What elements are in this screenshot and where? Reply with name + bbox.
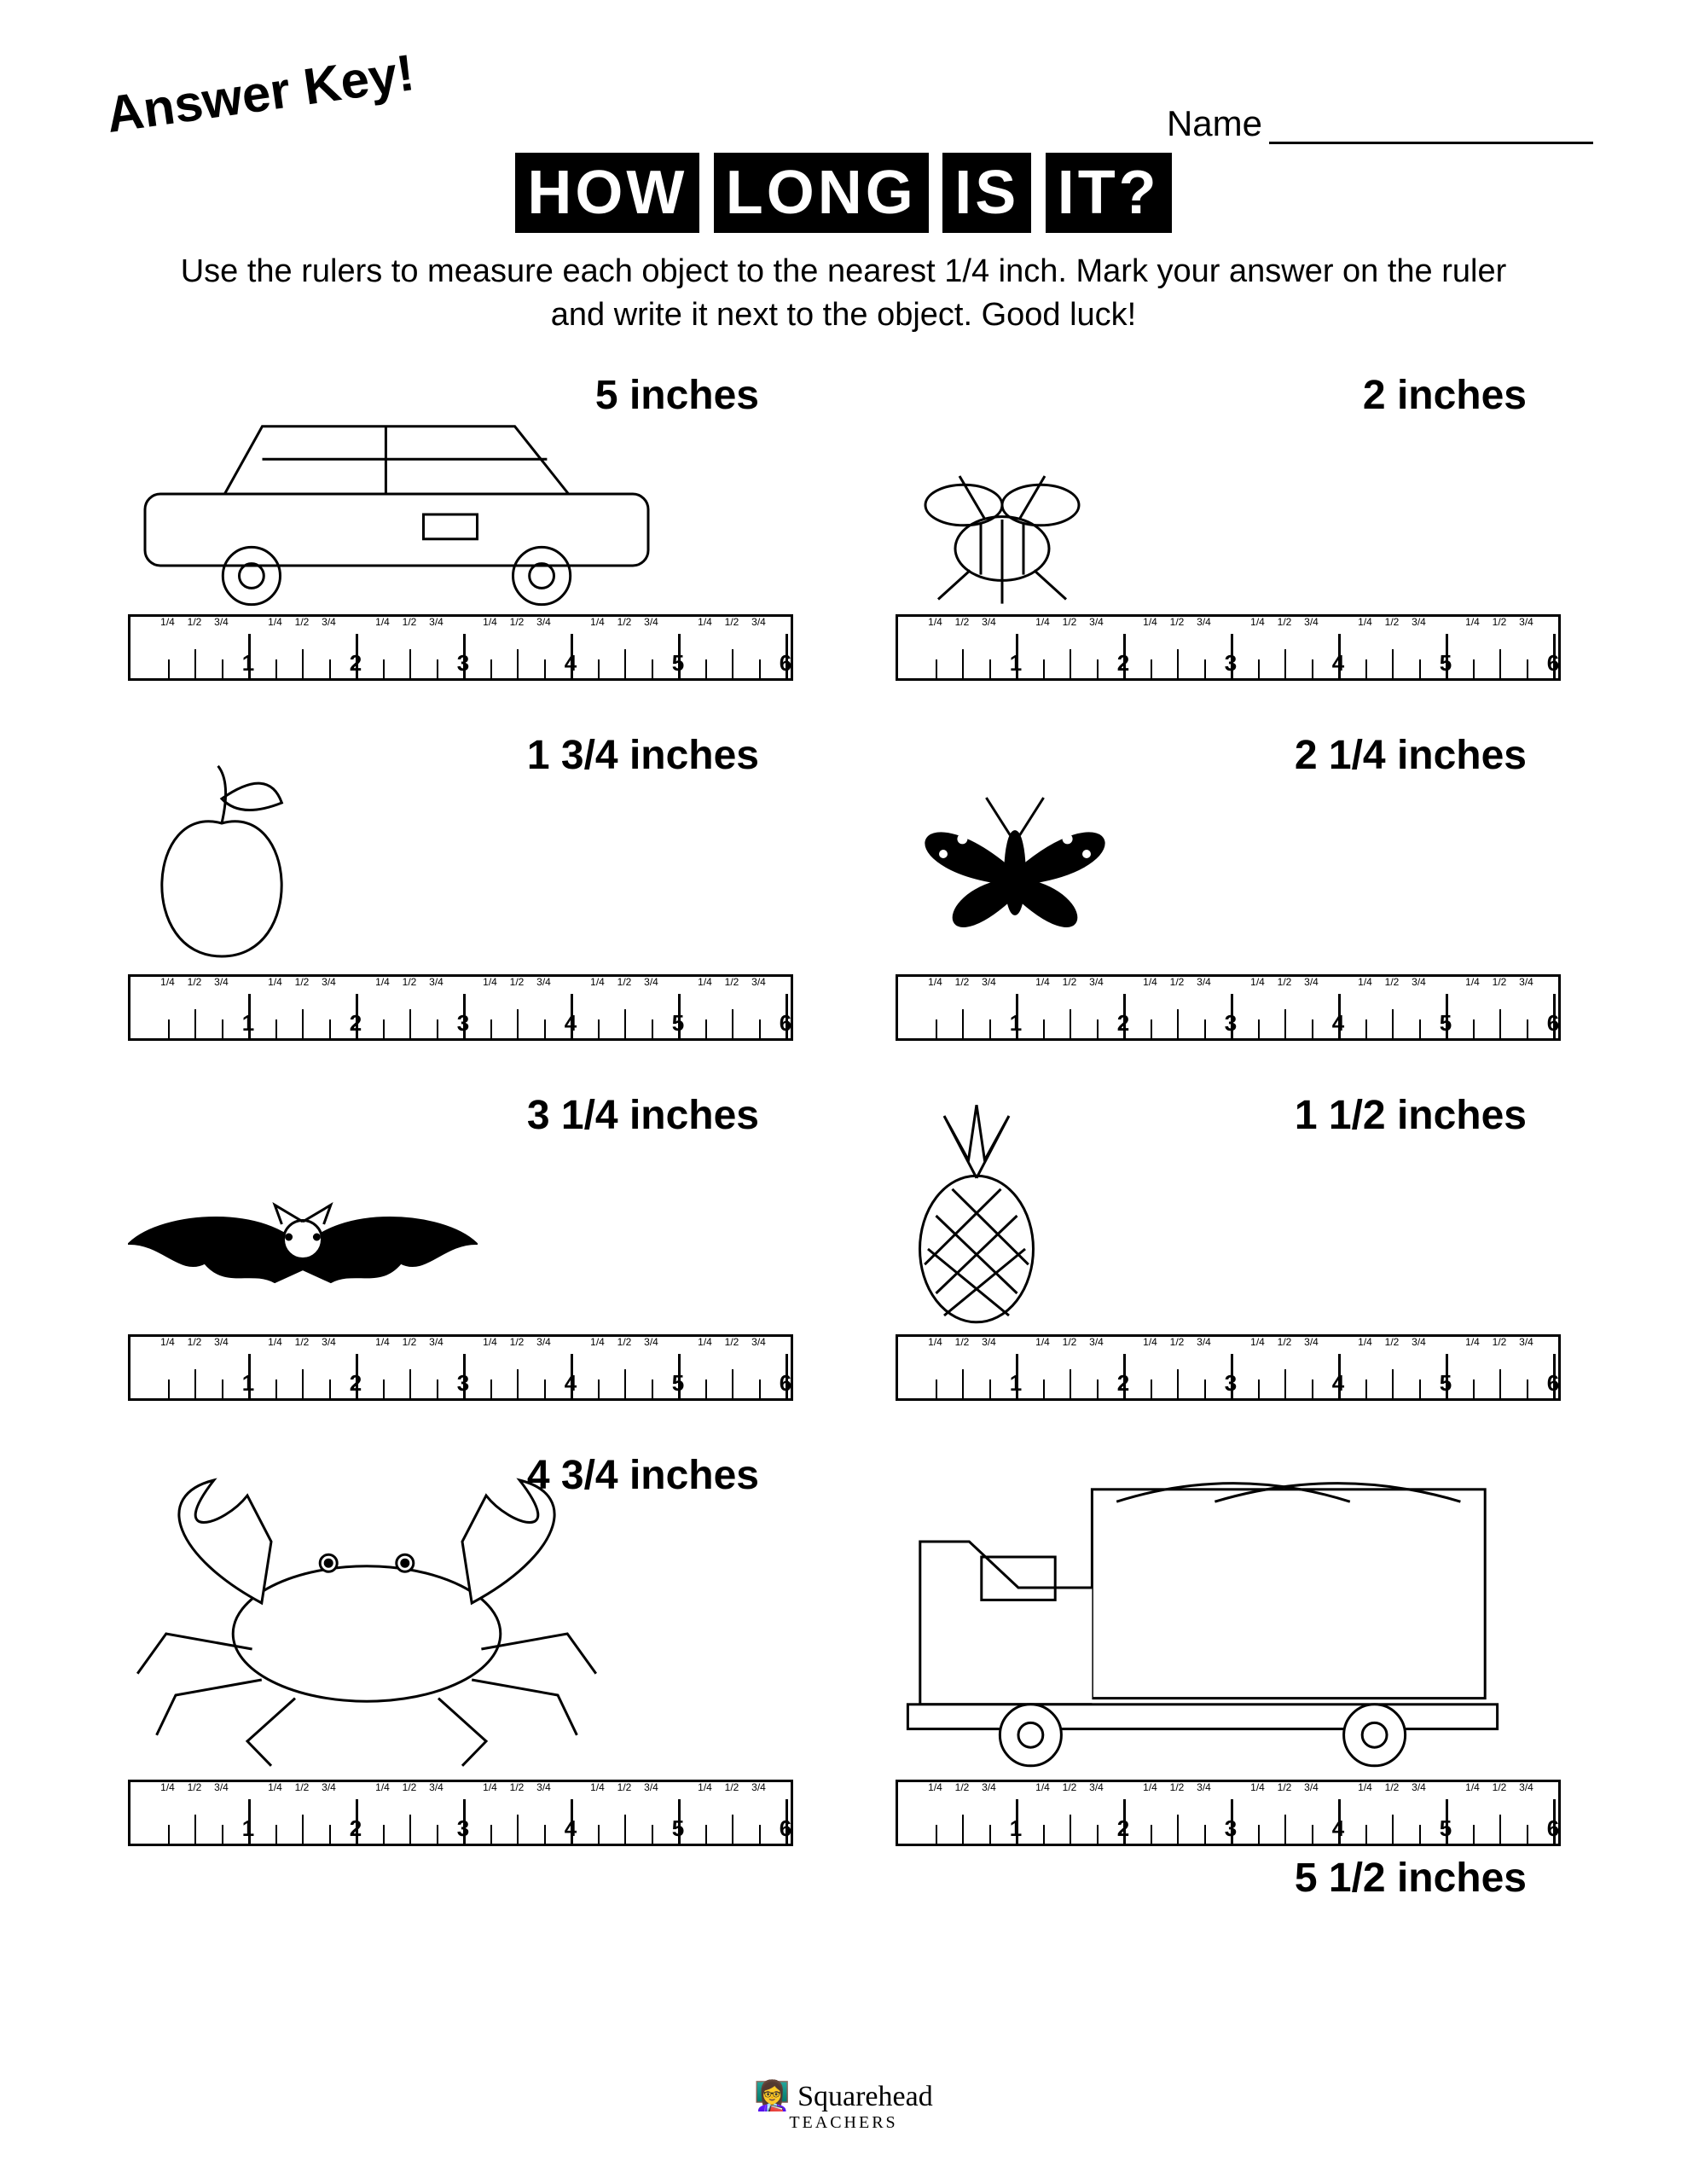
image-row [896,1452,1561,1776]
answer-text: 1 1/2 inches [1295,1092,1527,1139]
answer-text: 3 1/4 inches [527,1092,759,1139]
answer-text: 2 inches [1363,372,1527,419]
item-bat: 3 1/4 inches 1/41/23/411/41/23/421/41/23/… [128,1092,793,1401]
image-row: 2 inches [896,372,1561,611]
ruler: 1/41/23/411/41/23/421/41/23/431/41/23/44… [896,614,1561,681]
image-row: 4 3/4 inches [128,1452,793,1776]
ruler: 1/41/23/411/41/23/421/41/23/431/41/23/44… [128,614,793,681]
answer-text: 2 1/4 inches [1295,732,1527,779]
item-car: 5 inches 1/41/23/411/41/23/421/41/23/431/… [128,372,793,681]
items-grid: 5 inches 1/41/23/411/41/23/421/41/23/431/… [94,372,1593,1902]
item-crab: 4 3/4 inches 1/41/23/411/41/23/421/41/23/… [128,1452,793,1902]
instructions-text: Use the rulers to measure each object to… [161,250,1526,338]
page-title: HOW LONG IS IT? [94,153,1593,233]
item-pineapple: 1 1/2 inches 1/41/23/411/41/23/421/41/23/… [896,1092,1561,1401]
title-word-2: IS [942,153,1031,233]
ruler: 1/41/23/411/41/23/421/41/23/431/41/23/44… [128,974,793,1041]
answer-text: 1 3/4 inches [527,732,759,779]
footer-brand-sub: TEACHERS [0,2113,1687,2133]
footer-brand-name: Squarehead [797,2081,933,2112]
apple-icon [128,762,316,971]
answer-text: 5 1/2 inches [896,1855,1561,1902]
ruler: 1/41/23/411/41/23/421/41/23/431/41/23/44… [896,1780,1561,1846]
item-butterfly: 2 1/4 inches 1/41/23/411/41/23/421/41/23/… [896,732,1561,1041]
ruler: 1/41/23/411/41/23/421/41/23/431/41/23/44… [896,1334,1561,1401]
truck-icon [896,1465,1510,1776]
bat-icon [128,1199,478,1331]
ruler: 1/41/23/411/41/23/421/41/23/431/41/23/44… [128,1334,793,1401]
image-row: 1 3/4 inches [128,732,793,971]
car-icon [128,402,665,611]
image-row: 3 1/4 inches [128,1092,793,1331]
pineapple-icon [896,1105,1058,1331]
item-truck: 1/41/23/411/41/23/421/41/23/431/41/23/44… [896,1452,1561,1902]
butterfly-icon [896,779,1134,971]
image-row: 2 1/4 inches [896,732,1561,971]
ruler: 1/41/23/411/41/23/421/41/23/431/41/23/44… [896,974,1561,1041]
name-field: Name [1167,103,1593,144]
item-apple: 1 3/4 inches 1/41/23/411/41/23/421/41/23/… [128,732,793,1041]
name-label: Name [1167,103,1262,144]
item-bee: 2 inches 1/41/23/411/41/23/421/41/23/431/… [896,372,1561,681]
ruler: 1/41/23/411/41/23/421/41/23/431/41/23/44… [128,1780,793,1846]
crab-icon [128,1465,606,1776]
footer-brand: 👩‍🏫 Squarehead TEACHERS [0,2079,1687,2133]
name-underline[interactable] [1269,142,1593,144]
bee-icon [896,462,1109,611]
image-row: 1 1/2 inches [896,1092,1561,1331]
title-word-1: LONG [714,153,929,233]
image-row: 5 inches [128,372,793,611]
worksheet-page: Answer Key! Name HOW LONG IS IT? Use the… [0,0,1687,2184]
title-word-3: IT? [1046,153,1172,233]
answer-text: 5 inches [595,372,759,419]
answer-key-label: Answer Key! [102,43,418,144]
answer-text: 4 3/4 inches [527,1452,759,1499]
title-word-0: HOW [515,153,699,233]
header-row: Answer Key! Name [94,68,1593,144]
footer-logo-icon: 👩‍🏫 [754,2081,797,2112]
